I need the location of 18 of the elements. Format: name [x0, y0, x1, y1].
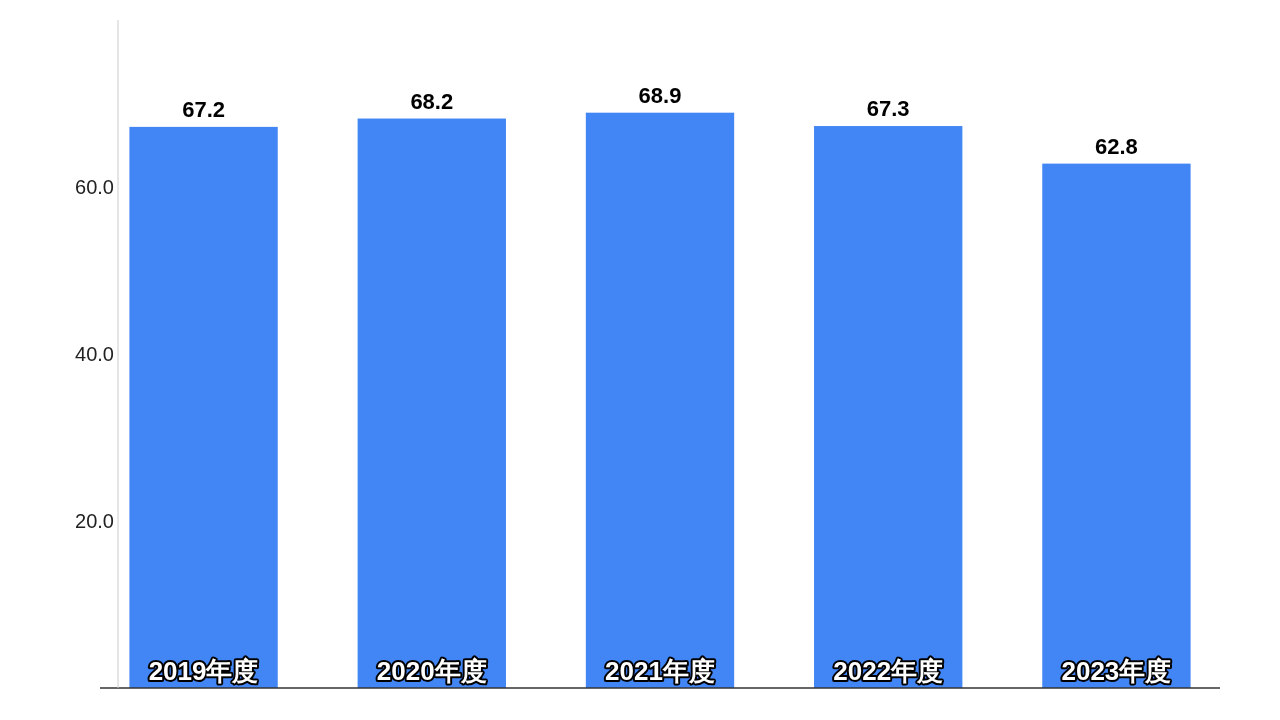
- x-tick-label: 2020年度: [376, 656, 487, 686]
- bar: [585, 112, 735, 688]
- data-label: 68.9: [638, 82, 682, 108]
- data-label: 68.2: [410, 88, 454, 114]
- bar: [1042, 163, 1191, 688]
- x-tick-label: 2022年度: [833, 656, 944, 686]
- bar: [814, 126, 963, 688]
- data-label: 62.8: [1095, 133, 1138, 159]
- data-label: 67.3: [866, 96, 910, 122]
- bar: [357, 118, 506, 688]
- bar: [129, 126, 278, 688]
- x-tick-label: 2019年度: [148, 656, 259, 686]
- y-tick-label: 60.0: [75, 176, 114, 198]
- y-tick-label: 40.0: [75, 343, 114, 365]
- y-tick-label: 20.0: [75, 510, 114, 532]
- x-tick-label: 2021年度: [605, 656, 715, 686]
- data-label: 67.2: [182, 96, 225, 122]
- x-tick-label: 2023年度: [1061, 656, 1172, 686]
